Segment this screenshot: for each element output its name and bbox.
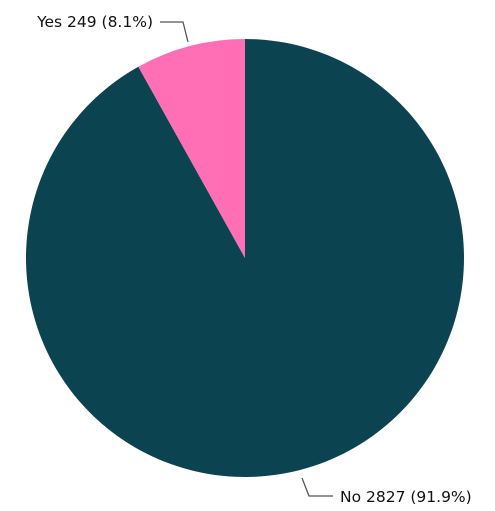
slice-label-no: No 2827 (91.9%) (340, 488, 472, 506)
leader-line-no (301, 477, 333, 497)
pie-slices (25, 39, 464, 477)
slice-labels: Yes 249 (8.1%) No 2827 (91.9%) (36, 13, 472, 506)
pie-slice-yes (138, 39, 245, 258)
slice-label-yes: Yes 249 (8.1%) (36, 13, 153, 31)
leader-line-yes (160, 21, 189, 43)
pie-slice-no (25, 39, 464, 477)
